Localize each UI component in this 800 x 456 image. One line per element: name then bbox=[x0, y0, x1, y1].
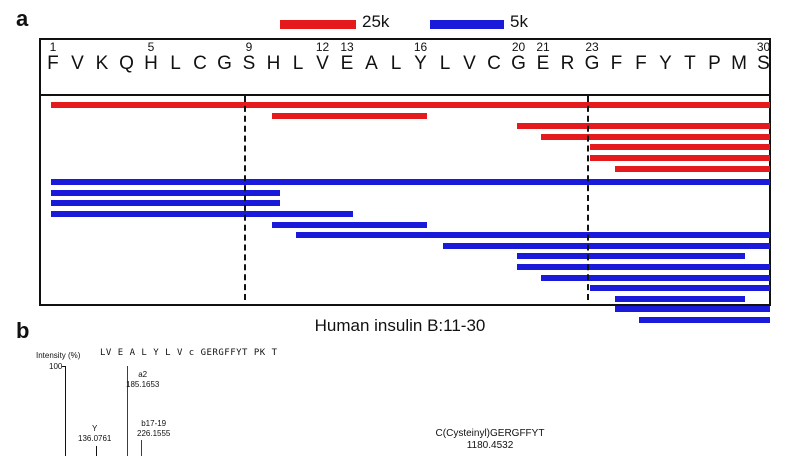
coverage-bar-5k-1-10 bbox=[51, 189, 280, 196]
coverage-bar-25k-20-30 bbox=[516, 123, 770, 130]
coverage-bar-25k-24-30 bbox=[614, 165, 770, 172]
coverage-bar-25k-21-30 bbox=[541, 133, 770, 140]
residue-6: L bbox=[170, 53, 181, 74]
coverage-bar-5k-1-10 bbox=[51, 200, 280, 207]
y-axis-top-tick: 100 bbox=[49, 362, 63, 371]
peak-a2-name: a2 bbox=[138, 370, 148, 379]
coverage-bar-5k-10-16 bbox=[271, 221, 427, 228]
residue-5: H bbox=[144, 53, 158, 74]
residue-19: C bbox=[487, 53, 501, 74]
intensity-axis-label: Intensity (%) bbox=[36, 351, 81, 360]
peak-a2 bbox=[127, 366, 128, 456]
peak-b17-19-mz: 226.1555 bbox=[137, 428, 171, 438]
residue-15: L bbox=[390, 53, 402, 74]
peak-b17-19-name: b17-19 bbox=[141, 419, 167, 428]
position-label-9: 9 bbox=[245, 40, 253, 54]
position-label-23: 23 bbox=[585, 40, 599, 54]
residue-23: G bbox=[584, 53, 600, 74]
residue-24: F bbox=[610, 53, 623, 74]
residue-8: G bbox=[217, 53, 232, 74]
position-label-13: 13 bbox=[340, 40, 354, 54]
legend-label-25k: 25k bbox=[362, 12, 390, 31]
position-label-1: 1 bbox=[49, 40, 57, 54]
residue-26: Y bbox=[659, 53, 672, 74]
residue-21: E bbox=[536, 53, 550, 74]
residue-30: S bbox=[757, 53, 770, 74]
residue-18: V bbox=[463, 53, 476, 74]
peak-label-a2: a2 185.1653 bbox=[126, 370, 159, 389]
residue-7: C bbox=[193, 53, 207, 74]
coverage-bar-25k-23-30 bbox=[590, 144, 770, 151]
annotation-cysteinyl: C(Cysteinyl)GERGFFYT 1180.4532 bbox=[400, 428, 580, 452]
coverage-box bbox=[39, 94, 771, 306]
residue-10: H bbox=[266, 53, 281, 74]
residue-22: R bbox=[560, 53, 575, 74]
coverage-bar-5k-20-29 bbox=[516, 253, 745, 260]
ms-spectrum-title: Human insulin B:11-30 bbox=[314, 316, 486, 335]
y-axis-tick bbox=[62, 366, 66, 367]
sequence-ladder: LV E A L Y L V c GERGFFYT PK T bbox=[100, 348, 278, 358]
peak-y-mz: 136.0761 bbox=[78, 433, 112, 443]
coverage-bar-5k-1-30 bbox=[51, 179, 770, 186]
coverage-bar-5k-21-30 bbox=[541, 274, 770, 281]
position-label-20: 20 bbox=[511, 40, 526, 54]
legend-swatch-5k bbox=[430, 20, 504, 29]
residue-4: Q bbox=[119, 53, 134, 74]
residue-11: L bbox=[292, 53, 304, 74]
residue-28: P bbox=[708, 53, 721, 74]
residue-14: A bbox=[365, 53, 378, 74]
peak-a2-mz: 185.1653 bbox=[126, 379, 160, 389]
coverage-bar-5k-25-30 bbox=[639, 317, 770, 323]
position-label-12: 12 bbox=[315, 40, 330, 54]
peak-y bbox=[96, 446, 97, 456]
coverage-bar-5k-17-30 bbox=[443, 242, 770, 249]
coverage-bar-25k-23-30 bbox=[590, 155, 770, 161]
dashed-line-residue-9 bbox=[244, 96, 246, 300]
sequence-box bbox=[39, 38, 771, 96]
coverage-bar-5k-11-30 bbox=[296, 232, 770, 239]
residue-29: M bbox=[731, 53, 747, 74]
residue-9: S bbox=[242, 53, 256, 74]
residue-27: T bbox=[684, 53, 696, 74]
y-axis-line bbox=[65, 366, 66, 456]
peak-b17-19 bbox=[141, 440, 142, 456]
residue-12: V bbox=[316, 53, 329, 74]
legend-swatch-25k bbox=[280, 20, 356, 29]
position-label-5: 5 bbox=[147, 40, 155, 54]
position-label-21: 21 bbox=[536, 40, 550, 54]
residue-2: V bbox=[71, 53, 84, 74]
coverage-bar-5k-20-30 bbox=[516, 264, 770, 270]
position-label-16: 16 bbox=[413, 40, 428, 54]
panel-b-letter: b bbox=[16, 318, 30, 343]
residue-13: E bbox=[340, 53, 354, 74]
residue-25: F bbox=[635, 53, 647, 74]
residue-16: Y bbox=[414, 53, 427, 74]
coverage-bar-25k-1-30 bbox=[51, 102, 770, 108]
residue-17: L bbox=[439, 53, 451, 74]
peak-y-name: Y bbox=[92, 424, 98, 433]
panel-a-letter: a bbox=[16, 6, 29, 31]
residue-20: G bbox=[511, 53, 526, 74]
residue-1: F bbox=[47, 53, 59, 74]
dashed-line-residue-23 bbox=[587, 96, 589, 300]
annotation-name: C(Cysteinyl)GERGFFYT bbox=[435, 428, 545, 439]
annotation-mz: 1180.4532 bbox=[466, 440, 514, 451]
coverage-bar-5k-23-30 bbox=[590, 285, 770, 292]
position-label-30: 30 bbox=[756, 40, 771, 54]
legend-label-5k: 5k bbox=[510, 12, 528, 31]
legend: 25k 5k bbox=[280, 12, 620, 36]
coverage-bar-5k-24-29 bbox=[614, 295, 745, 302]
coverage-bar-5k-24-30 bbox=[614, 306, 770, 313]
coverage-bar-5k-1-13 bbox=[51, 211, 353, 217]
coverage-bar-25k-10-16 bbox=[271, 112, 427, 119]
peak-label-b17-19: b17-19 226.1555 bbox=[137, 419, 170, 438]
residue-3: K bbox=[95, 53, 109, 74]
peak-label-y: Y 136.0761 bbox=[78, 424, 111, 443]
